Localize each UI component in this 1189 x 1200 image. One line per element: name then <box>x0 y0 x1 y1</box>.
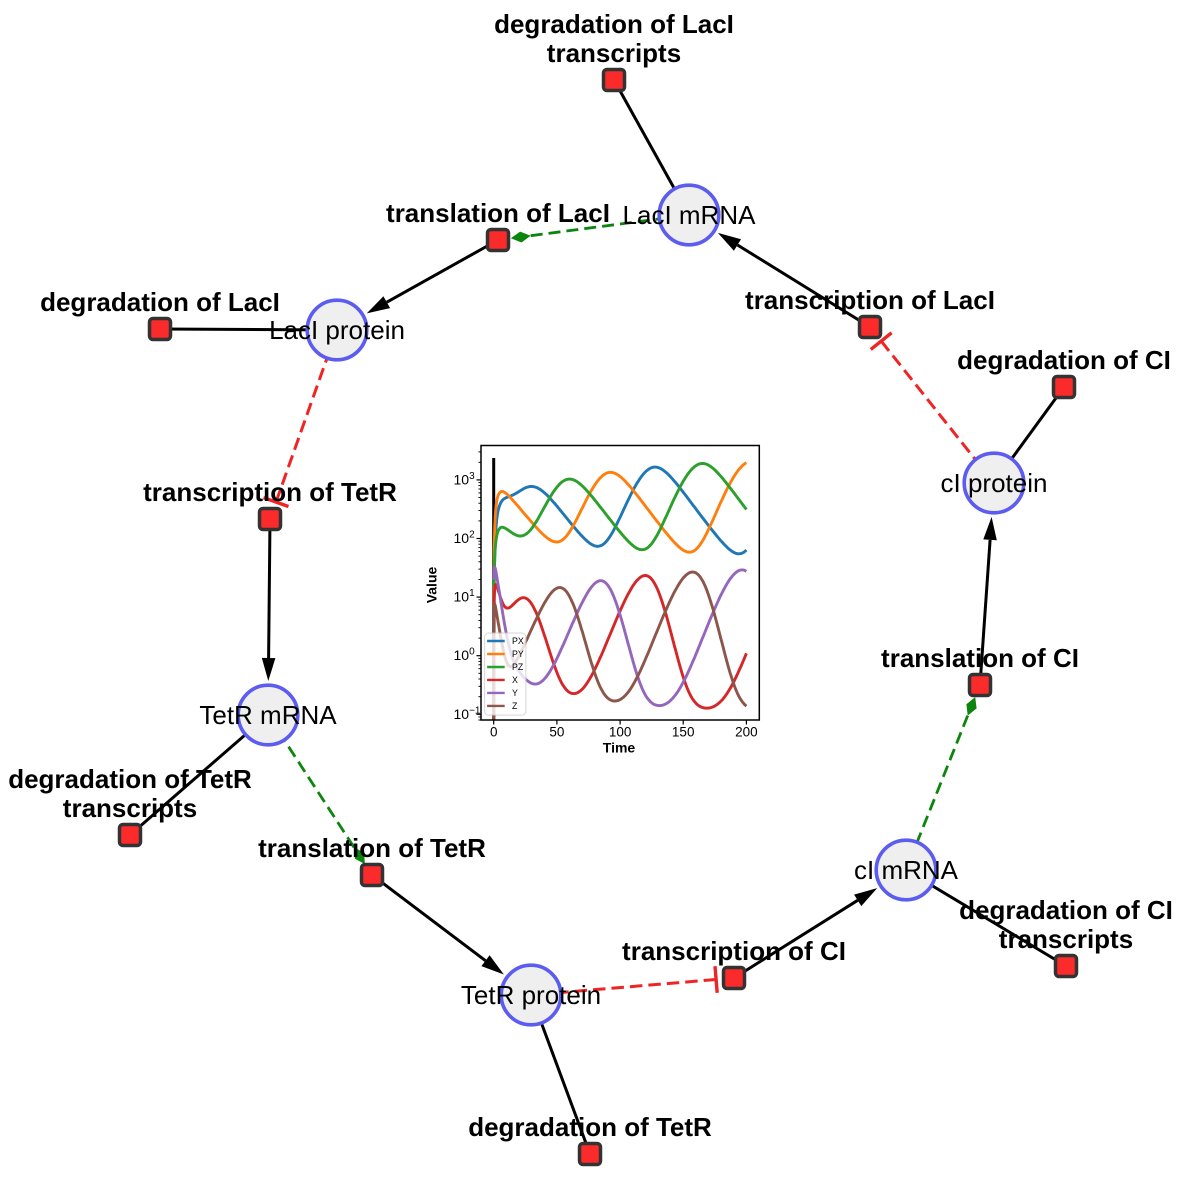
svg-text:degradation of LacI: degradation of LacI <box>494 9 734 39</box>
svg-text:degradation of TetR: degradation of TetR <box>8 764 252 794</box>
svg-text:TetR mRNA: TetR mRNA <box>199 700 337 730</box>
svg-text:translation of CI: translation of CI <box>881 643 1079 673</box>
svg-text:transcripts: transcripts <box>63 793 197 823</box>
svg-text:transcripts: transcripts <box>999 924 1133 954</box>
svg-text:Time: Time <box>603 740 636 756</box>
svg-text:translation of LacI: translation of LacI <box>386 198 610 228</box>
svg-text:degradation of TetR: degradation of TetR <box>468 1112 712 1142</box>
svg-text:transcription of LacI: transcription of LacI <box>745 285 995 315</box>
svg-text:degradation of CI: degradation of CI <box>957 345 1171 375</box>
svg-text:degradation of LacI: degradation of LacI <box>40 287 280 317</box>
svg-text:PZ: PZ <box>512 662 524 672</box>
svg-text:Z: Z <box>512 701 518 711</box>
svg-text:Value: Value <box>424 567 440 604</box>
svg-text:cI mRNA: cI mRNA <box>854 855 959 885</box>
svg-text:200: 200 <box>735 725 758 740</box>
svg-text:150: 150 <box>672 725 695 740</box>
svg-text:PY: PY <box>512 649 524 659</box>
svg-text:PX: PX <box>512 636 524 646</box>
svg-text:cI protein: cI protein <box>941 468 1048 498</box>
svg-text:X: X <box>512 675 518 685</box>
svg-text:50: 50 <box>549 725 564 740</box>
svg-text:TetR protein: TetR protein <box>461 980 601 1010</box>
svg-text:transcription of CI: transcription of CI <box>622 936 846 966</box>
svg-text:translation of TetR: translation of TetR <box>258 833 486 863</box>
svg-text:LacI mRNA: LacI mRNA <box>623 200 757 230</box>
svg-text:0: 0 <box>490 725 498 740</box>
svg-text:degradation of CI: degradation of CI <box>959 895 1173 925</box>
svg-text:transcripts: transcripts <box>547 38 681 68</box>
svg-text:100: 100 <box>609 725 632 740</box>
svg-text:LacI protein: LacI protein <box>269 315 405 345</box>
svg-text:Y: Y <box>512 688 518 698</box>
svg-text:transcription of TetR: transcription of TetR <box>143 477 397 507</box>
